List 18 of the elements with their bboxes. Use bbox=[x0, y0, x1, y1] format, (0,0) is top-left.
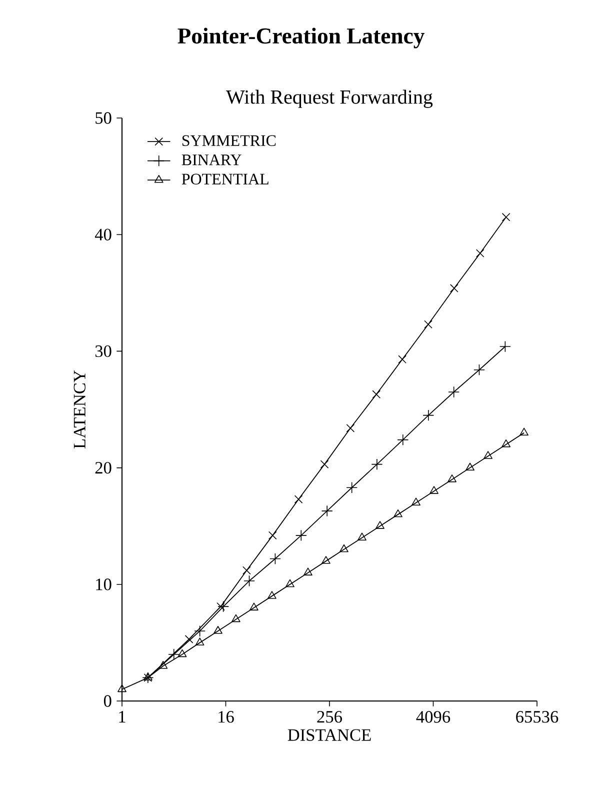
y-tick-label: 50 bbox=[96, 112, 112, 124]
legend-label: BINARY bbox=[182, 154, 242, 166]
y-tick-label: 10 bbox=[96, 578, 112, 590]
chart-title: Pointer-Creation Latency bbox=[178, 28, 424, 48]
legend-label: SYMMETRIC bbox=[182, 135, 276, 146]
x-tick-label: 4096 bbox=[416, 711, 450, 723]
x-tick-label: 1 bbox=[119, 711, 126, 722]
y-tick-label: 40 bbox=[94, 228, 112, 240]
y-tick-label: 30 bbox=[95, 345, 112, 358]
y-tick-label: 20 bbox=[95, 462, 112, 474]
y-axis-title: LATENCY bbox=[74, 370, 86, 448]
chart-subtitle: With Request Forwarding bbox=[226, 90, 433, 108]
y-tick-label: 0 bbox=[104, 695, 112, 707]
x-tick-label: 256 bbox=[317, 711, 342, 723]
x-tick-label: 16 bbox=[218, 711, 234, 723]
x-axis-title: DISTANCE bbox=[288, 729, 371, 741]
legend-label: POTENTIAL bbox=[182, 174, 268, 184]
x-tick-label: 65536 bbox=[516, 711, 558, 723]
